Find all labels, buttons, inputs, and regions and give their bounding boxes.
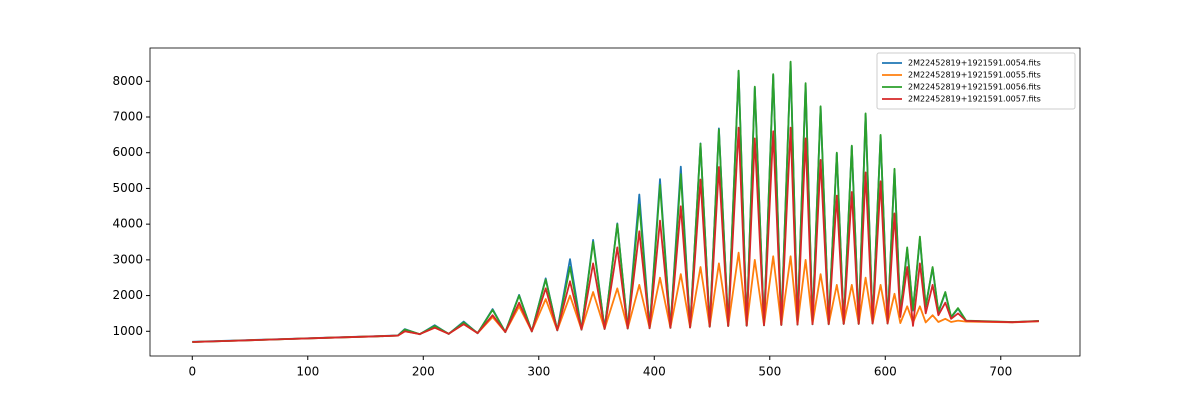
y-tick-label: 1000 [112,324,143,338]
x-tick-label: 100 [296,365,319,379]
legend-label: 2M22452819+1921591.0054.fits [908,59,1041,68]
x-tick-label: 400 [643,365,666,379]
y-tick-label: 4000 [112,217,143,231]
y-tick-label: 5000 [112,181,143,195]
y-tick-label: 2000 [112,288,143,302]
y-tick-label: 7000 [112,110,143,124]
x-tick-label: 700 [989,365,1012,379]
legend-label: 2M22452819+1921591.0056.fits [908,83,1041,92]
x-tick-label: 300 [527,365,550,379]
legend-label: 2M22452819+1921591.0055.fits [908,71,1041,80]
legend-box [876,52,1076,110]
y-tick-label: 3000 [112,252,143,266]
x-tick-label: 0 [188,365,196,379]
legend: 2M22452819+1921591.0054.fits 2M22452819+1… [876,52,1076,110]
y-tick-label: 6000 [112,145,143,159]
x-tick-label: 600 [874,365,897,379]
legend-label: 2M22452819+1921591.0057.fits [908,95,1041,104]
line [192,60,1039,343]
line [192,126,1039,343]
x-tick-label: 200 [412,365,435,379]
x-tick-label: 500 [758,365,781,379]
y-tick-label: 8000 [112,74,143,88]
plot-frame [149,47,1081,357]
